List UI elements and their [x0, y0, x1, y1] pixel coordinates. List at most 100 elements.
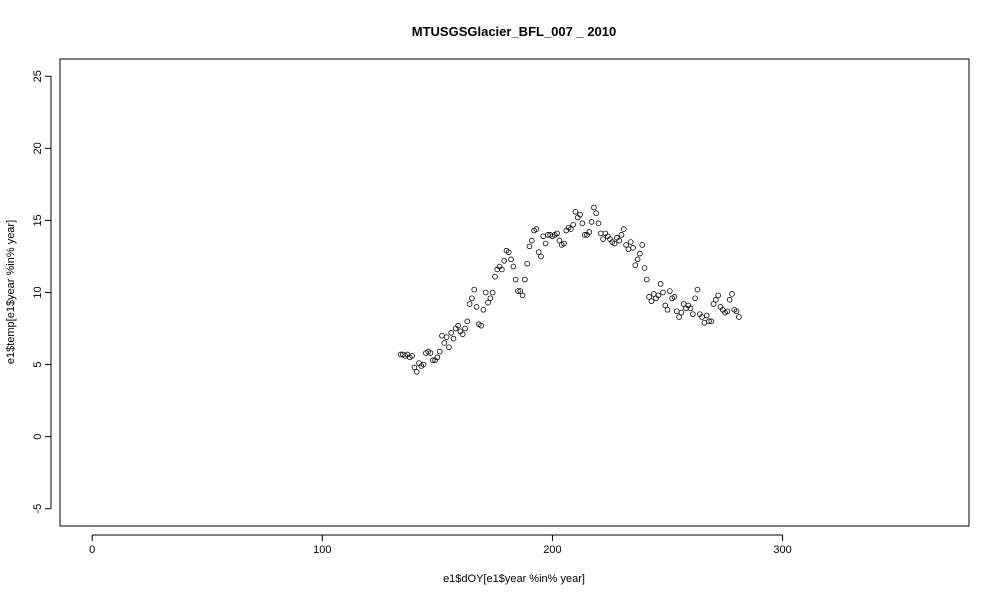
data-point: [733, 308, 740, 315]
data-point: [528, 237, 535, 244]
data-point: [489, 289, 496, 296]
data-point: [485, 299, 491, 306]
data-point: [591, 204, 597, 211]
data-point: [450, 335, 457, 342]
y-tick-label: 15: [32, 214, 44, 226]
data-point: [579, 220, 586, 227]
data-point: [466, 301, 473, 307]
data-point: [724, 308, 731, 315]
data-point: [505, 249, 512, 255]
data-point: [482, 289, 489, 296]
y-tick-label: 25: [32, 70, 44, 82]
x-axis: 0 100 200 300: [89, 534, 792, 556]
data-point: [473, 304, 480, 310]
data-point: [434, 354, 441, 361]
y-axis-label: e1$temp[e1$year %in% year]: [5, 220, 17, 364]
y-tick-label: 20: [32, 142, 44, 154]
data-point: [736, 314, 742, 320]
data-point: [660, 289, 666, 296]
data-point: [427, 350, 434, 356]
data-point: [708, 318, 715, 325]
data-point: [676, 314, 682, 320]
data-point: [639, 242, 646, 248]
data-point: [478, 322, 484, 329]
data-point: [637, 250, 643, 257]
x-tick-label: 0: [89, 544, 95, 556]
data-point: [487, 295, 494, 302]
data-point: [413, 368, 420, 375]
x-tick-label: 300: [773, 544, 791, 556]
data-point: [671, 294, 678, 300]
data-point: [501, 257, 507, 264]
data-point: [462, 325, 468, 332]
data-point: [600, 236, 606, 242]
data-point: [443, 334, 450, 340]
data-point: [657, 281, 664, 287]
data-point: [588, 219, 595, 225]
data-point: [616, 237, 623, 244]
x-tick-label: 200: [543, 544, 561, 556]
y-tick-label: 5: [32, 362, 44, 368]
data-point: [726, 296, 733, 303]
data-point: [430, 357, 436, 364]
data-point: [524, 260, 530, 267]
chart-title: MTUSGSGlacier_BFL_007 _ 2010: [412, 24, 617, 39]
data-point: [632, 262, 639, 268]
data-point: [492, 273, 498, 280]
data-point: [662, 302, 669, 309]
data-point: [522, 276, 528, 283]
data-point: [554, 230, 560, 237]
data-point: [519, 292, 526, 299]
data-point: [646, 294, 652, 300]
data-point: [411, 364, 418, 371]
data-point: [446, 344, 452, 351]
data-point: [690, 311, 696, 317]
data-point: [499, 266, 505, 273]
data-point: [508, 256, 514, 263]
data-point: [581, 232, 588, 238]
data-point: [667, 288, 673, 294]
data-point: [595, 220, 602, 227]
data-point: [593, 210, 599, 217]
data-point: [538, 253, 544, 260]
data-point: [641, 265, 648, 271]
data-point: [420, 361, 427, 368]
y-axis: -5 0 5 10 15 20 25: [32, 70, 52, 514]
data-point: [630, 245, 636, 251]
data-point: [713, 296, 719, 303]
data-point: [715, 292, 721, 299]
data-point: [692, 295, 698, 302]
data-point: [464, 318, 471, 325]
data-point: [436, 348, 443, 355]
data-point: [515, 288, 521, 294]
data-point: [687, 305, 694, 312]
data-point: [706, 318, 712, 325]
data-point: [627, 239, 634, 245]
data-point: [556, 237, 563, 244]
data-point: [703, 312, 710, 319]
data-point: [664, 306, 671, 313]
data-point: [459, 331, 466, 338]
data-point: [570, 221, 576, 228]
data-point: [512, 276, 519, 283]
data-point: [568, 226, 574, 232]
data-point: [471, 286, 478, 293]
x-tick-label: 100: [313, 544, 331, 556]
data-point: [648, 298, 655, 304]
data-point: [729, 291, 735, 297]
data-point: [455, 322, 461, 329]
data-point: [409, 353, 415, 359]
data-point: [533, 226, 540, 232]
data-point: [586, 229, 593, 235]
data-point: [480, 306, 487, 313]
data-point: [621, 226, 627, 232]
data-point: [611, 240, 618, 247]
data-point: [655, 292, 662, 299]
data-point: [561, 240, 567, 247]
x-axis-label: e1$dOY[e1$year %in% year]: [443, 573, 585, 585]
data-point: [634, 256, 641, 263]
data-point: [535, 249, 542, 255]
data-points: [397, 204, 742, 375]
